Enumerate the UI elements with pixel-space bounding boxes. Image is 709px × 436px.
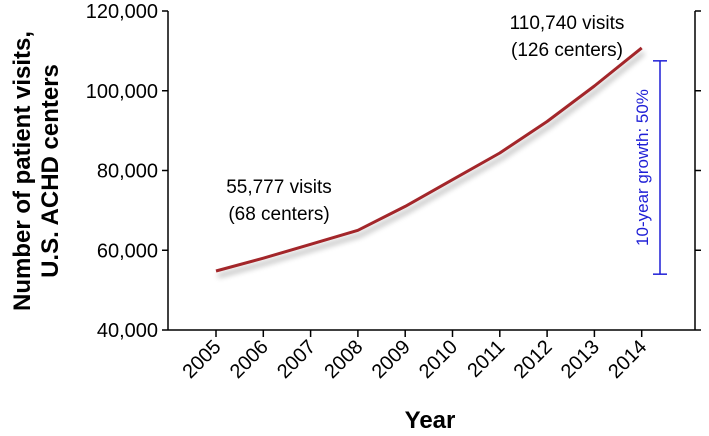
growth-annotation: 10-year growth: 50% bbox=[633, 89, 652, 246]
annotation-end-visits: 110,740 visits bbox=[510, 13, 625, 34]
y-axis-title: Number of patient visits, U.S. ACHD cent… bbox=[9, 31, 64, 311]
x-tick-label: 2014 bbox=[604, 336, 651, 383]
growth-bracket bbox=[653, 60, 667, 275]
x-tick-label: 2012 bbox=[510, 336, 557, 383]
y-tick-label: 60,000 bbox=[97, 240, 158, 262]
y-tick-label: 80,000 bbox=[97, 161, 158, 183]
annotation-start-visits: 55,777 visits bbox=[226, 177, 332, 198]
x-axis-ticks: 2005 2006 2007 2008 2009 2010 2011 2012 2013 2014 bbox=[179, 330, 651, 383]
x-tick-label: 2006 bbox=[226, 336, 273, 383]
y-axis-title-line-1: Number of patient visits, bbox=[9, 31, 36, 311]
annotation-start-centers: (68 centers) bbox=[228, 204, 329, 225]
y-tick-label: 100,000 bbox=[86, 81, 158, 103]
x-axis-title: Year bbox=[405, 407, 456, 434]
series-line bbox=[215, 46, 643, 273]
x-tick-label: 2005 bbox=[179, 336, 226, 383]
x-tick-label: 2009 bbox=[368, 336, 415, 383]
y-tick-label: 120,000 bbox=[86, 1, 158, 23]
x-tick-label: 2011 bbox=[463, 336, 509, 382]
x-tick-label: 2007 bbox=[273, 336, 320, 383]
y-axis-ticks: 40,000 60,000 80,000 100,000 120,000 bbox=[86, 1, 701, 342]
annotation-end-centers: (126 centers) bbox=[511, 40, 623, 61]
x-tick-label: 2010 bbox=[415, 336, 462, 383]
x-tick-label: 2008 bbox=[320, 336, 367, 383]
y-tick-label: 40,000 bbox=[97, 320, 158, 342]
x-tick-label: 2013 bbox=[557, 336, 604, 383]
y-axis-title-line-2: U.S. ACHD centers bbox=[37, 64, 64, 278]
